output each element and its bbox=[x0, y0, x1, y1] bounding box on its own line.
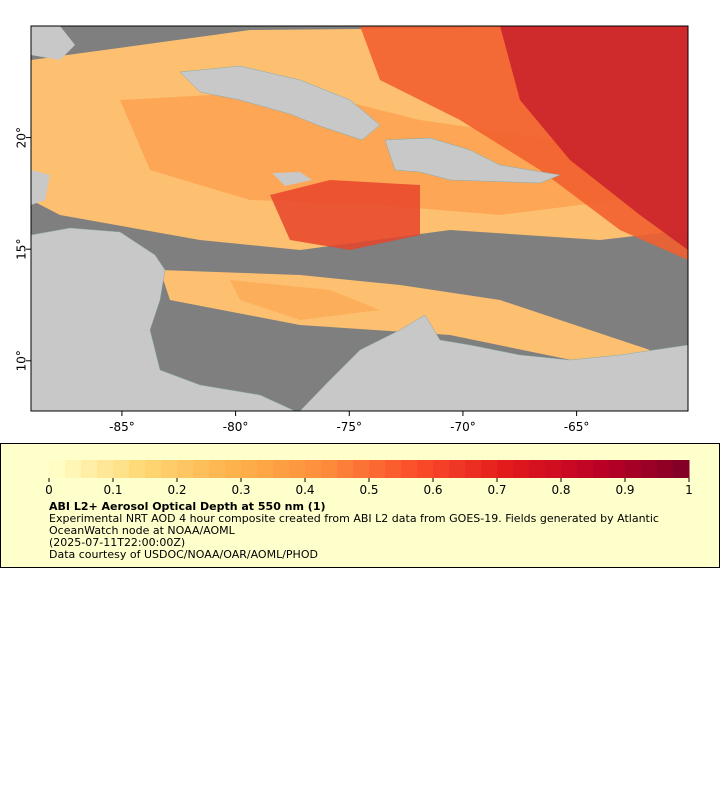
colorbar-tick-label: 0.4 bbox=[295, 483, 314, 497]
colorbar-cell bbox=[497, 460, 514, 478]
land bbox=[384, 137, 561, 184]
colorbar-cell bbox=[529, 460, 546, 478]
colorbar-tick-label: 0 bbox=[45, 483, 53, 497]
colorbar-cell bbox=[641, 460, 658, 478]
y-tick-label: 20° bbox=[15, 127, 29, 148]
colorbar-cell bbox=[449, 460, 466, 478]
x-tick-label: -70° bbox=[450, 420, 476, 434]
colorbar-cell bbox=[289, 460, 306, 478]
colorbar-cell bbox=[97, 460, 114, 478]
colorbar-cell bbox=[273, 460, 290, 478]
aerosol-haze bbox=[500, 26, 688, 250]
legend-panel: 0 0.1 0.2 0.3 0.4 0.5 0.6 0.7 0.8 0.9 1 ABI L2+ Ae… bbox=[0, 443, 720, 568]
land bbox=[31, 26, 75, 60]
land bbox=[31, 170, 50, 205]
colorbar-tick-label: 0.2 bbox=[167, 483, 186, 497]
legend-time: (2025-07-11T22:00:00Z) bbox=[49, 536, 186, 549]
colorbar-cell bbox=[577, 460, 594, 478]
colorbar-cell bbox=[81, 460, 98, 478]
colorbar-tick-label: 0.3 bbox=[231, 483, 250, 497]
legend-credit: Data courtesy of USDOC/NOAA/OAR/AOML/PHO… bbox=[49, 548, 318, 561]
colorbar-cell bbox=[545, 460, 562, 478]
colorbar-tick-label: 0.5 bbox=[359, 483, 378, 497]
x-tick-label: -65° bbox=[564, 420, 590, 434]
x-tick-label: -75° bbox=[336, 420, 362, 434]
colorbar-cell bbox=[257, 460, 274, 478]
colorbar-cell bbox=[161, 460, 178, 478]
y-tick-label: 15° bbox=[15, 239, 29, 260]
colorbar-tick-label: 0.1 bbox=[103, 483, 122, 497]
colorbar-tick-label: 0.7 bbox=[487, 483, 506, 497]
colorbar-cell bbox=[401, 460, 418, 478]
colorbar-cell bbox=[513, 460, 530, 478]
colorbar-tick-label: 0.6 bbox=[423, 483, 442, 497]
colorbar-cell bbox=[193, 460, 210, 478]
colorbar-cell bbox=[465, 460, 482, 478]
colorbar-cell bbox=[337, 460, 354, 478]
colorbar-cell bbox=[369, 460, 386, 478]
colorbar: 0 0.1 0.2 0.3 0.4 0.5 0.6 0.7 0.8 0.9 1 bbox=[45, 460, 693, 497]
map-frame bbox=[30, 25, 689, 412]
colorbar-cell bbox=[625, 460, 642, 478]
land bbox=[272, 172, 312, 186]
colorbar-cell bbox=[657, 460, 674, 478]
legend-title: ABI L2+ Aerosol Optical Depth at 550 nm … bbox=[49, 500, 326, 513]
colorbar-cell bbox=[481, 460, 498, 478]
aerosol-haze bbox=[270, 180, 420, 250]
colorbar-cell bbox=[65, 460, 82, 478]
aerosol-haze bbox=[230, 280, 380, 320]
colorbar-cell bbox=[177, 460, 194, 478]
x-tick-label: -85° bbox=[109, 420, 135, 434]
colorbar-cell bbox=[673, 460, 690, 478]
legend-description: Experimental NRT AOD 4 hour composite cr… bbox=[49, 512, 659, 537]
colorbar-cell bbox=[321, 460, 338, 478]
colorbar-tick-label: 1 bbox=[685, 483, 693, 497]
map: -85° -80° -75° -70° -65° 10° 15° 20° bbox=[15, 25, 689, 434]
colorbar-tick-label: 0.9 bbox=[615, 483, 634, 497]
colorbar-cell bbox=[305, 460, 322, 478]
aerosol-haze bbox=[120, 90, 620, 215]
land bbox=[299, 314, 688, 411]
colorbar-cell bbox=[593, 460, 610, 478]
colorbar-cell bbox=[417, 460, 434, 478]
colorbar-tick-label: 0.8 bbox=[551, 483, 570, 497]
colorbar-cell bbox=[353, 460, 370, 478]
colorbar-cell bbox=[225, 460, 242, 478]
colorbar-cell bbox=[145, 460, 162, 478]
colorbar-cell bbox=[609, 460, 626, 478]
colorbar-cell bbox=[49, 460, 66, 478]
colorbar-cell bbox=[433, 460, 450, 478]
colorbar-cell bbox=[241, 460, 258, 478]
colorbar-cell bbox=[129, 460, 146, 478]
colorbar-cell bbox=[113, 460, 130, 478]
colorbar-cell bbox=[209, 460, 226, 478]
map-layer bbox=[31, 26, 688, 411]
land bbox=[31, 227, 296, 411]
x-tick-label: -80° bbox=[223, 420, 249, 434]
y-tick-label: 10° bbox=[15, 350, 29, 371]
land bbox=[179, 65, 381, 141]
colorbar-cell bbox=[385, 460, 402, 478]
colorbar-cell bbox=[561, 460, 578, 478]
